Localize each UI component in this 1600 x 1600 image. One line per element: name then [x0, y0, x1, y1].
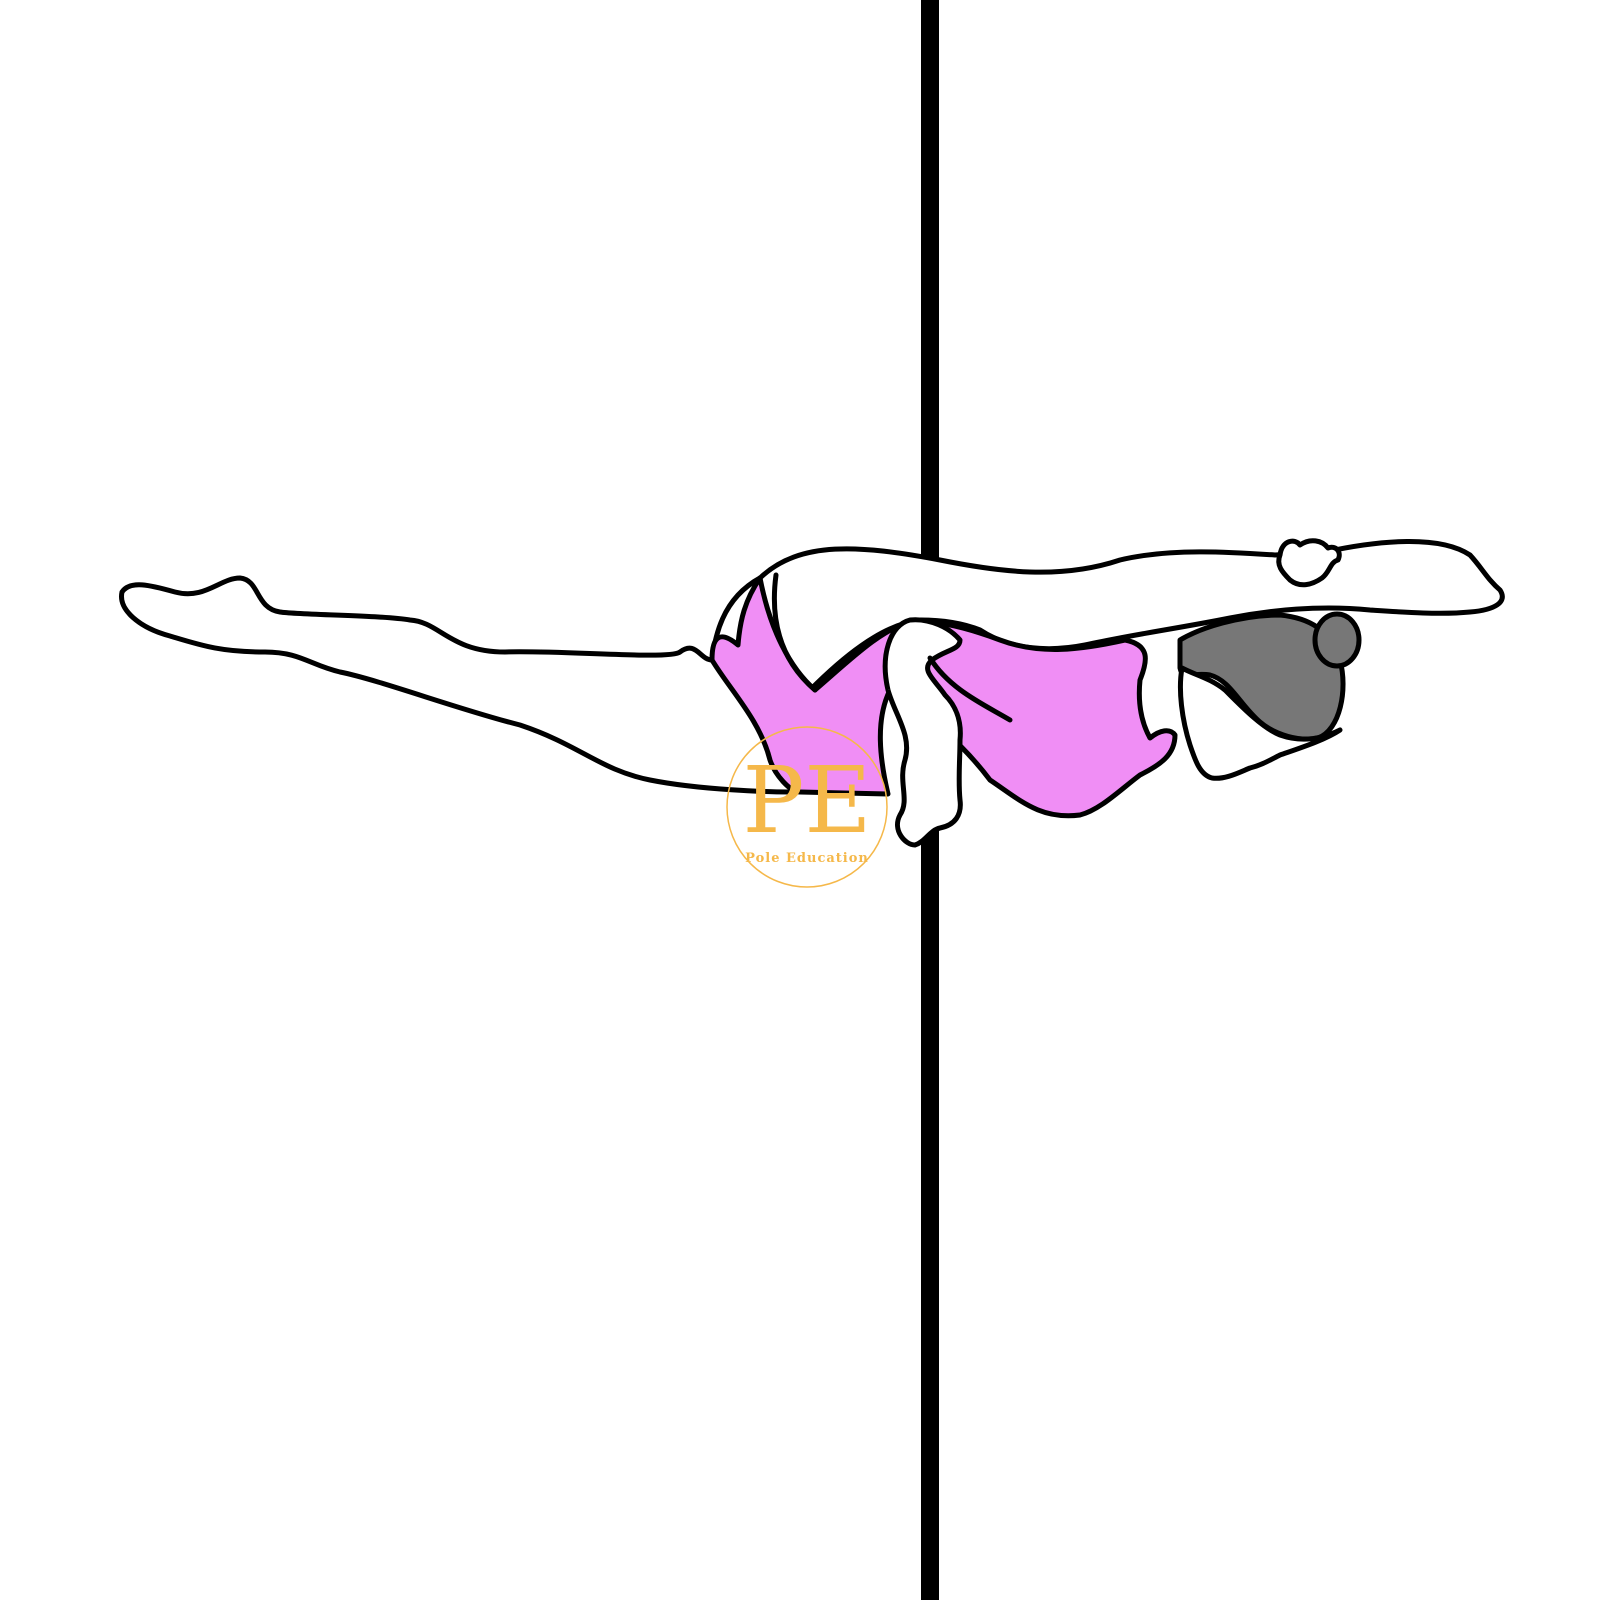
watermark-circle — [726, 726, 888, 888]
face — [1177, 665, 1343, 781]
watermark-letters: PE — [742, 747, 871, 854]
bent-arm — [882, 617, 963, 848]
watermark-subtitle: Pole Education — [745, 851, 869, 866]
hair-bun — [1312, 611, 1362, 669]
extended-leg — [119, 575, 803, 795]
arm-crease — [927, 655, 1013, 723]
leotard-seam — [771, 572, 818, 693]
hand — [1276, 538, 1342, 588]
watermark: PE Pole Education — [726, 726, 888, 888]
